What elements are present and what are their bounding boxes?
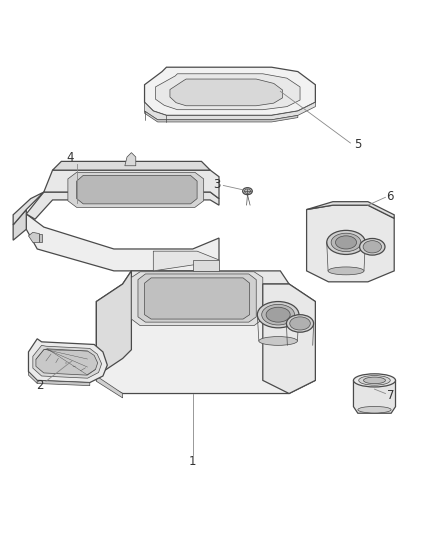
Polygon shape — [307, 205, 394, 282]
Polygon shape — [145, 278, 250, 319]
Ellipse shape — [358, 407, 391, 413]
Polygon shape — [28, 372, 37, 383]
Text: 7: 7 — [387, 389, 395, 402]
Polygon shape — [33, 345, 102, 378]
Polygon shape — [145, 102, 315, 120]
Text: 1: 1 — [189, 455, 197, 468]
Polygon shape — [39, 233, 42, 243]
Polygon shape — [68, 172, 204, 207]
Polygon shape — [353, 381, 396, 413]
Ellipse shape — [331, 233, 361, 252]
Polygon shape — [28, 339, 107, 383]
Polygon shape — [53, 161, 210, 170]
Polygon shape — [170, 79, 283, 106]
Ellipse shape — [286, 314, 314, 332]
Ellipse shape — [243, 188, 252, 195]
Ellipse shape — [359, 376, 390, 385]
Polygon shape — [77, 175, 197, 204]
Ellipse shape — [290, 317, 310, 330]
Ellipse shape — [266, 307, 290, 322]
Ellipse shape — [261, 304, 294, 325]
Polygon shape — [131, 272, 263, 326]
Text: 5: 5 — [355, 138, 362, 151]
Polygon shape — [13, 209, 26, 240]
Polygon shape — [37, 381, 90, 386]
Polygon shape — [26, 192, 219, 219]
Polygon shape — [155, 74, 300, 110]
Ellipse shape — [364, 377, 385, 384]
Polygon shape — [153, 251, 219, 271]
Ellipse shape — [259, 336, 297, 345]
Polygon shape — [138, 274, 256, 322]
Ellipse shape — [363, 241, 381, 253]
Polygon shape — [263, 284, 315, 393]
Polygon shape — [145, 111, 298, 122]
Ellipse shape — [360, 238, 385, 255]
Polygon shape — [28, 232, 39, 243]
Polygon shape — [145, 67, 315, 115]
Polygon shape — [123, 271, 289, 284]
Text: 6: 6 — [386, 190, 394, 203]
Polygon shape — [96, 284, 315, 393]
Ellipse shape — [336, 236, 357, 249]
Ellipse shape — [257, 302, 299, 328]
Ellipse shape — [328, 267, 364, 275]
Text: 3: 3 — [213, 177, 220, 191]
Polygon shape — [96, 271, 131, 376]
Polygon shape — [26, 214, 219, 271]
Polygon shape — [96, 376, 123, 398]
Polygon shape — [193, 260, 219, 271]
Ellipse shape — [244, 189, 251, 193]
Ellipse shape — [353, 374, 396, 387]
Polygon shape — [13, 192, 44, 225]
Text: 4: 4 — [66, 151, 74, 164]
Polygon shape — [125, 152, 136, 166]
Ellipse shape — [327, 230, 365, 254]
Polygon shape — [44, 170, 219, 199]
Text: 2: 2 — [36, 379, 44, 392]
Polygon shape — [36, 349, 98, 375]
Polygon shape — [307, 201, 394, 219]
